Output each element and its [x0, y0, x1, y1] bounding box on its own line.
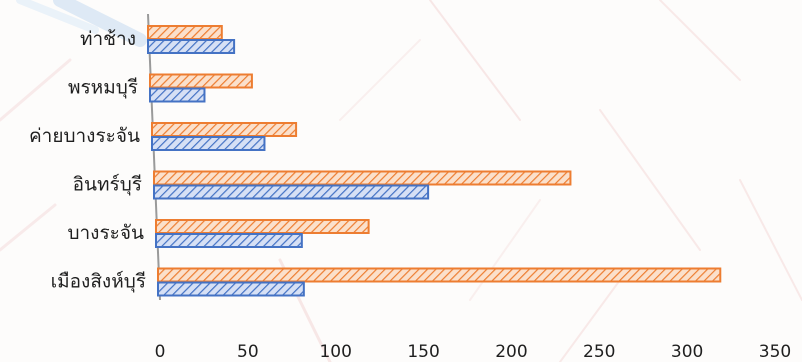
- bar-series1-5: [155, 219, 370, 234]
- category-label: เมืองสิงห์บุรี: [51, 271, 146, 294]
- bar-series1-6: [157, 267, 722, 283]
- category-label: บางระจัน: [67, 222, 144, 244]
- bar-series2-6: [157, 281, 305, 297]
- bar-series2-5: [155, 233, 303, 248]
- bar-series2-4: [153, 184, 430, 200]
- category-labels: ท่าช้างพรหมบุรีค่ายบางระจันอินทร์บุรีบาง…: [29, 28, 146, 294]
- category-label: ค่ายบางระจัน: [29, 125, 140, 147]
- bar-series1-3: [151, 122, 298, 137]
- bar-series2-2: [149, 87, 206, 103]
- bars-group: [147, 25, 722, 297]
- category-label: ท่าช้าง: [80, 28, 136, 50]
- bar-series2-3: [151, 136, 266, 151]
- x-tick-label: 250: [583, 342, 615, 362]
- bar-series1-4: [153, 170, 572, 186]
- x-tick-label: 300: [671, 342, 703, 362]
- bar-series1-1: [147, 25, 223, 40]
- x-tick-label: 100: [319, 342, 351, 362]
- x-tick-label: 350: [759, 342, 791, 362]
- category-label: อินทร์บุรี: [73, 174, 142, 197]
- x-tick-label: 50: [237, 342, 259, 362]
- category-label: พรหมบุรี: [68, 77, 138, 100]
- x-tick-label: 0: [155, 342, 166, 362]
- x-tick-labels: 0 50 100 150 200 250 300 350: [155, 342, 792, 362]
- x-tick-label: 150: [407, 342, 439, 362]
- y-axis-line: [147, 13, 161, 301]
- bar-series2-1: [147, 39, 236, 54]
- x-tick-label: 200: [495, 342, 527, 362]
- bar-series1-2: [149, 73, 253, 89]
